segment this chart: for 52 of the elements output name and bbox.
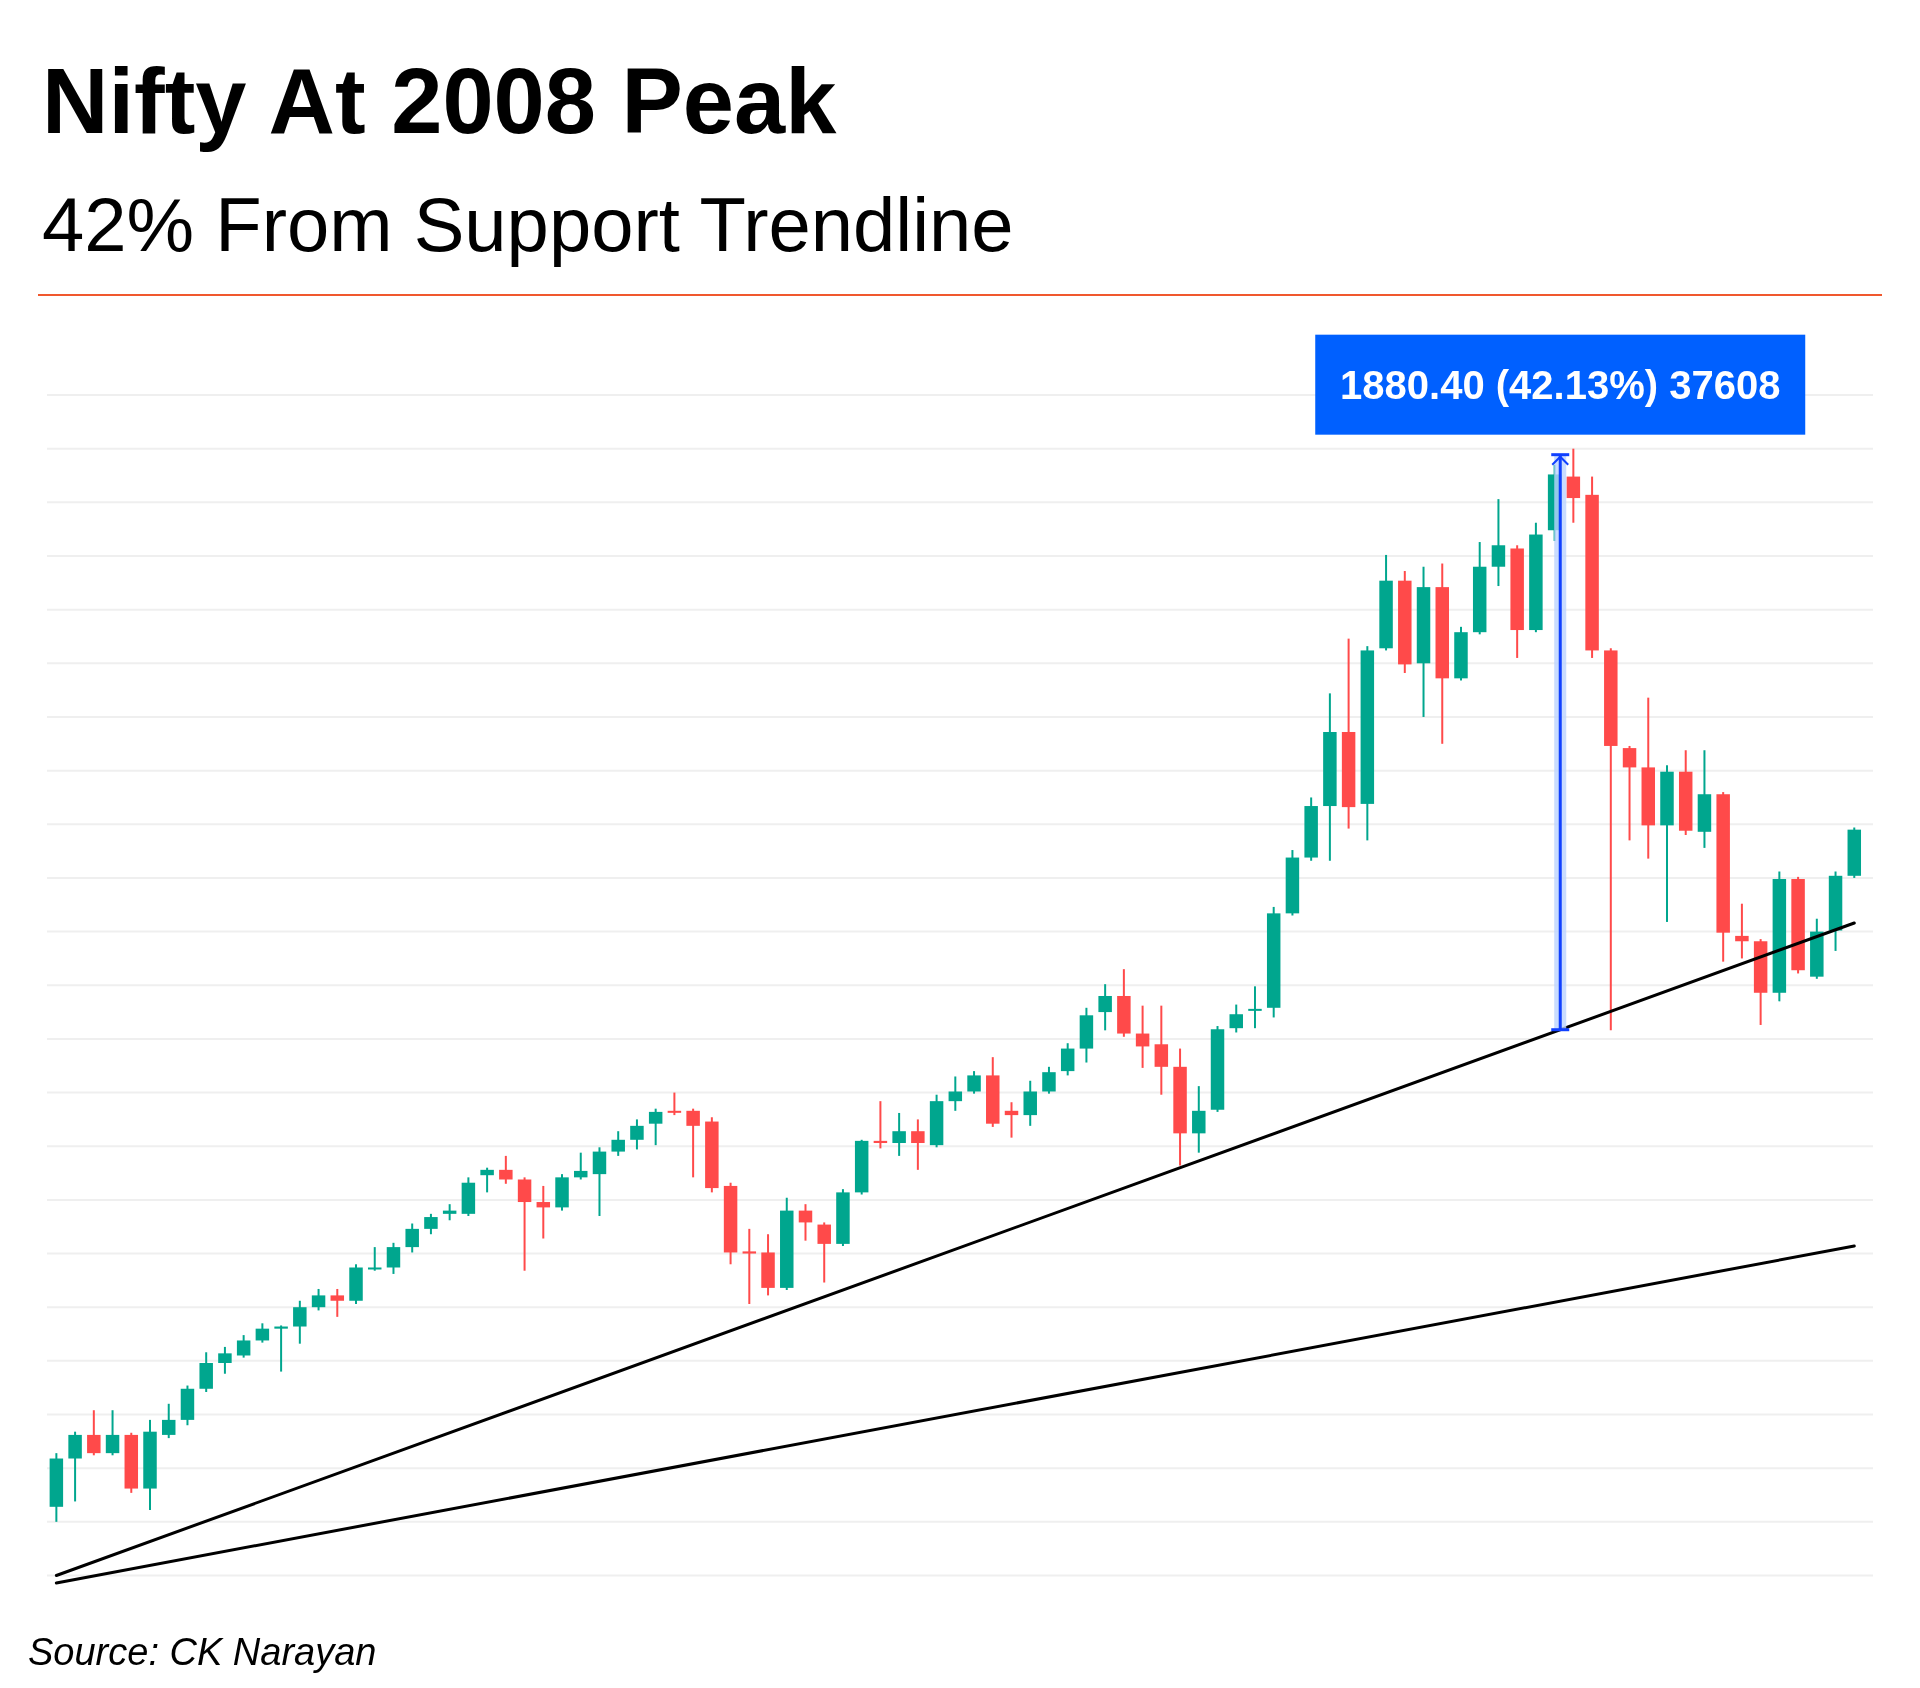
candlestick <box>742 1227 757 1305</box>
candlestick <box>1098 983 1112 1032</box>
candlestick <box>311 1287 326 1312</box>
candlestick <box>1248 985 1262 1030</box>
candlestick <box>517 1176 532 1272</box>
candlestick <box>368 1246 382 1272</box>
candlestick <box>330 1287 345 1318</box>
candlestick <box>405 1222 419 1254</box>
candlestick <box>873 1100 888 1150</box>
candlestick <box>630 1118 644 1151</box>
candlestick <box>536 1184 551 1240</box>
candlestick <box>667 1091 682 1117</box>
candlestick <box>611 1130 625 1157</box>
candlestick <box>386 1241 401 1275</box>
candlestick <box>1023 1079 1037 1127</box>
candlestick <box>911 1118 925 1171</box>
candlestick <box>967 1070 981 1095</box>
candlestick <box>648 1107 663 1147</box>
candlestick <box>87 1409 101 1457</box>
candlestick <box>1154 1004 1169 1096</box>
candlestick <box>817 1221 831 1284</box>
candlestick <box>499 1154 513 1185</box>
candlestick <box>255 1322 270 1344</box>
candlestick <box>236 1334 251 1359</box>
candlestick <box>1229 1003 1243 1034</box>
candlestick <box>892 1111 906 1157</box>
candlestick <box>1735 902 1749 960</box>
chart-subtitle: 42% From Support Trendline <box>42 182 1014 267</box>
candlestick <box>948 1075 963 1112</box>
candlestick <box>68 1430 82 1503</box>
text: 1880.40 (42.13%) 37608 <box>1340 362 1781 407</box>
candlestick <box>105 1409 120 1457</box>
chart-title: Nifty At 2008 Peak <box>42 50 838 152</box>
candlestick <box>293 1299 307 1345</box>
candlestick <box>1135 1004 1150 1069</box>
candlestick <box>686 1107 700 1179</box>
candlestick <box>592 1146 607 1217</box>
candlestick <box>1060 1042 1075 1077</box>
candlestick <box>1192 1085 1206 1154</box>
source-note: Source: CK Narayan <box>28 1631 377 1673</box>
candlestick <box>218 1345 232 1375</box>
candlestick <box>274 1324 288 1373</box>
candlestick <box>424 1212 438 1236</box>
candlestick <box>161 1402 176 1440</box>
candlestick <box>1004 1101 1019 1139</box>
candlestick <box>1566 447 1581 524</box>
candlestick <box>1622 744 1637 842</box>
candlestick <box>574 1151 588 1181</box>
candlestick <box>798 1203 813 1242</box>
candlestick <box>1491 498 1506 588</box>
candlestick <box>1042 1065 1056 1095</box>
candlestick <box>480 1166 494 1194</box>
